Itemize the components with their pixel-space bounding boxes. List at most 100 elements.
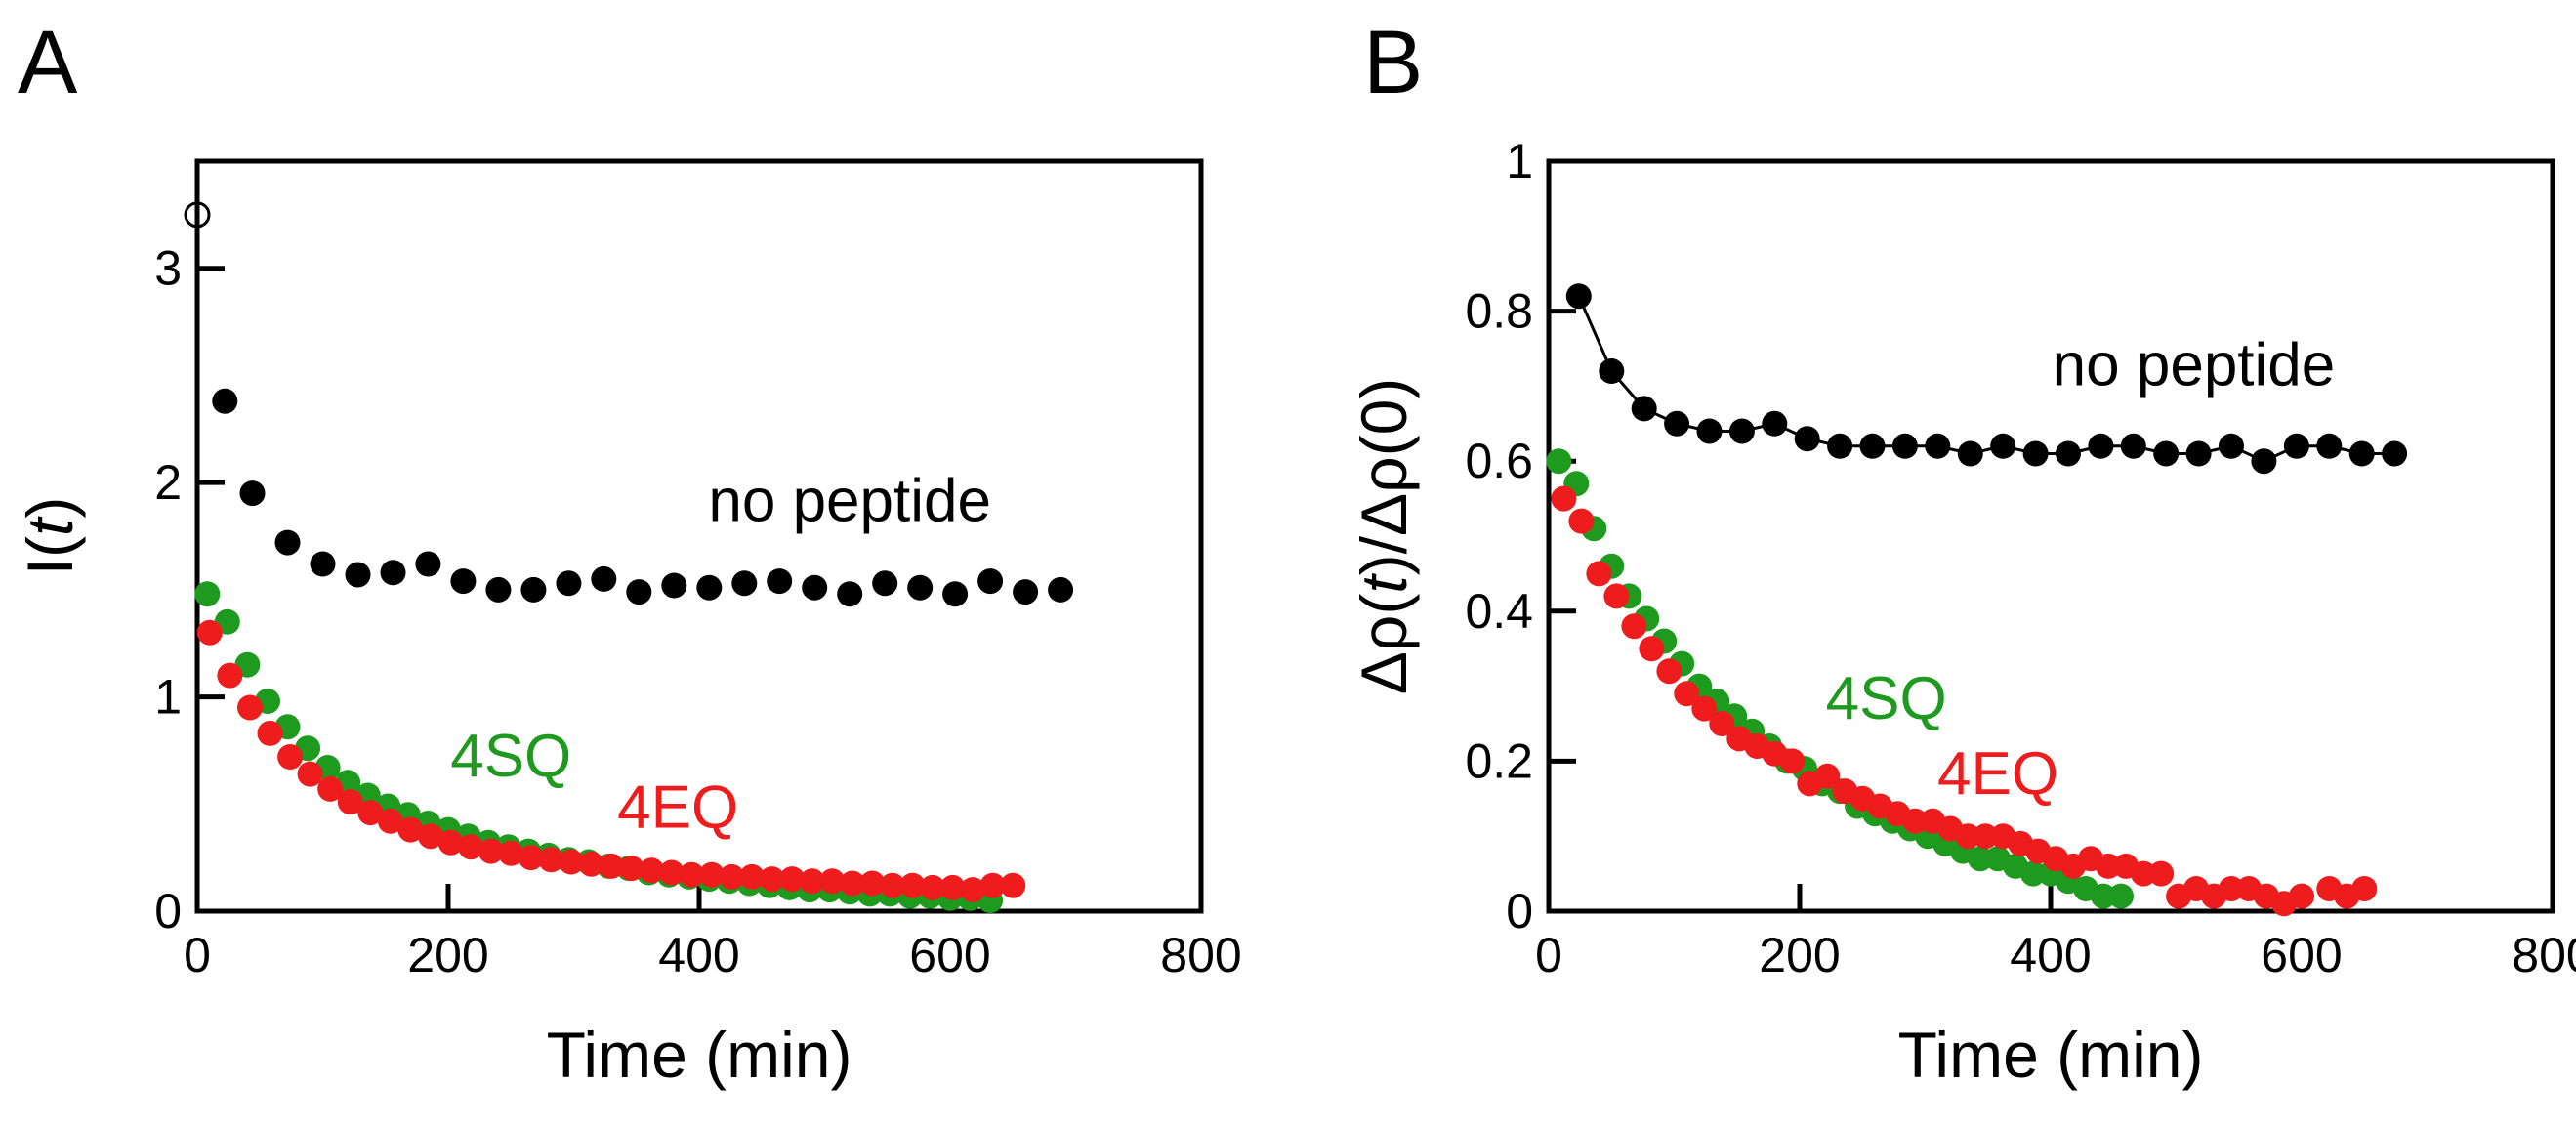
- panel-label: A: [18, 13, 78, 112]
- data-point: [2088, 433, 2114, 459]
- y-tick-label: 1: [1506, 134, 1533, 188]
- data-point: [194, 581, 221, 607]
- annotation-label: no peptide: [708, 468, 991, 535]
- open-data-point: [184, 201, 211, 229]
- data-point: [1902, 808, 1929, 834]
- data-point: [1048, 576, 1074, 603]
- data-point: [1621, 613, 1647, 640]
- data-point: [1728, 418, 1755, 444]
- data-point: [1551, 485, 1577, 512]
- data-point: [1827, 433, 1853, 459]
- data-point: [1664, 410, 1690, 437]
- data-point: [802, 574, 828, 601]
- annotation-label: 4SQ: [450, 723, 571, 790]
- data-point: [380, 560, 406, 586]
- y-tick-label: 0.6: [1465, 434, 1533, 488]
- data-point: [1762, 410, 1788, 437]
- data-point: [960, 877, 986, 903]
- data-point: [2348, 440, 2375, 467]
- data-point: [879, 872, 905, 898]
- data-point: [639, 857, 665, 884]
- data-point: [1990, 433, 2016, 459]
- data-point: [2351, 876, 2378, 901]
- data-point: [578, 851, 604, 877]
- data-point: [310, 551, 336, 577]
- x-tick-label: 600: [909, 928, 990, 982]
- data-point: [2153, 440, 2180, 467]
- data-point: [1656, 658, 1683, 685]
- data-point: [2382, 440, 2408, 467]
- data-point: [257, 720, 283, 746]
- data-point: [1691, 695, 1718, 722]
- data-point: [977, 568, 1004, 595]
- data-point: [397, 816, 424, 843]
- data-point: [2219, 876, 2244, 901]
- data-point: [478, 838, 504, 864]
- x-tick-label: 400: [2010, 928, 2091, 982]
- y-axis-title: Δρ(t)/Δρ(0): [1348, 378, 1420, 695]
- data-point: [1603, 583, 1630, 609]
- data-point: [979, 872, 1006, 898]
- x-tick-label: 0: [184, 928, 211, 982]
- y-tick-label: 0.4: [1465, 584, 1533, 639]
- data-point: [2316, 433, 2343, 459]
- data-point: [556, 570, 582, 597]
- panel-label: B: [1363, 13, 1423, 112]
- x-axis-title: Time (min): [547, 1019, 852, 1091]
- data-point: [1957, 440, 1983, 467]
- data-point: [1891, 433, 1918, 459]
- data-point: [698, 861, 725, 888]
- series-4eq: [1551, 485, 2378, 917]
- data-point: [418, 823, 443, 850]
- panel-b: B 0 200 400 600 800 0 0.2 0.4 0.6 0.8 1 Time (min) Δρ…: [1348, 13, 2576, 1091]
- data-point: [1631, 396, 1657, 422]
- data-point: [1859, 433, 1886, 459]
- data-point: [337, 789, 363, 815]
- y-tick-label: 0.2: [1465, 733, 1533, 788]
- data-point: [839, 870, 865, 897]
- data-point: [759, 866, 785, 893]
- data-point: [2120, 433, 2146, 459]
- data-point: [779, 866, 806, 893]
- data-point: [2185, 440, 2212, 467]
- y-tick-label: 1: [154, 670, 182, 725]
- data-point: [942, 581, 969, 607]
- annotation-label: no peptide: [2053, 331, 2336, 398]
- data-point: [1779, 748, 1806, 774]
- data-point: [731, 570, 758, 597]
- data-point: [696, 574, 723, 601]
- y-axis-title-part: I(: [14, 536, 86, 575]
- data-point: [739, 863, 765, 890]
- data-point: [1794, 426, 1820, 452]
- data-point: [920, 874, 945, 900]
- data-point: [1968, 846, 1993, 872]
- annotation-label: 4EQ: [617, 773, 738, 841]
- data-point: [558, 849, 584, 875]
- data-point: [357, 800, 384, 826]
- data-point: [591, 565, 617, 592]
- y-axis-title-part: Δρ(: [1348, 594, 1420, 695]
- series-no-peptide: [1565, 283, 2408, 475]
- data-point: [2131, 860, 2157, 887]
- data-point: [212, 388, 238, 414]
- data-point: [1546, 448, 1572, 475]
- data-point: [1814, 763, 1841, 789]
- data-point: [626, 579, 652, 605]
- x-tick-label: 0: [1535, 928, 1562, 982]
- y-tick-label: 0: [1506, 884, 1533, 939]
- y-axis-title-part: t: [1348, 573, 1420, 594]
- data-point: [458, 834, 484, 860]
- data-point: [1013, 579, 1039, 605]
- y-axis-title: I(t): [14, 497, 86, 576]
- data-point: [1696, 418, 1723, 444]
- data-point: [907, 574, 934, 601]
- data-point: [658, 859, 685, 886]
- annotation-label: 4EQ: [1937, 740, 2058, 808]
- x-tick-label: 800: [2512, 928, 2576, 982]
- data-point: [1639, 636, 1665, 662]
- panel-a: A 0 200 400 600 800 0 1 2 3 Time (min) I(t) no pepti…: [14, 13, 1242, 1091]
- y-axis-title-part: ): [14, 497, 86, 519]
- data-point: [2148, 860, 2175, 887]
- data-point: [377, 808, 403, 834]
- x-tick-label: 800: [1160, 928, 1241, 982]
